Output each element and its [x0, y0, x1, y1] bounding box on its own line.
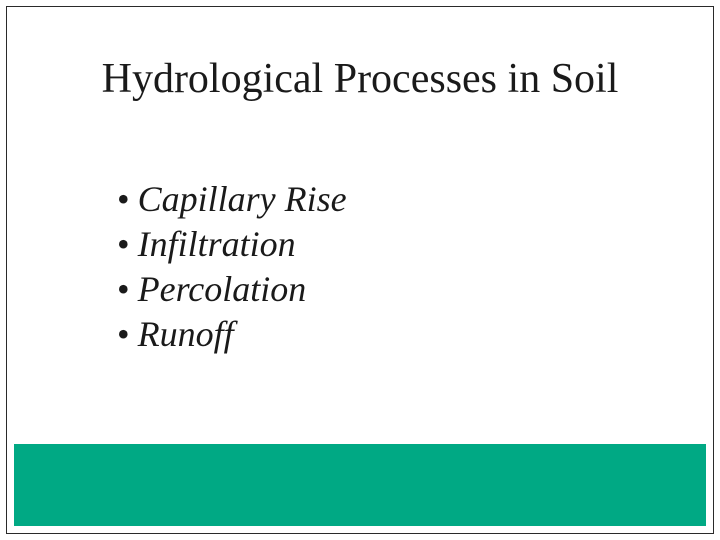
list-item: • Runoff: [117, 312, 347, 357]
bullet-icon: •: [117, 312, 130, 357]
bullet-text: Infiltration: [138, 222, 296, 267]
bullet-text: Runoff: [138, 312, 234, 357]
bullet-text: Capillary Rise: [138, 177, 347, 222]
bullet-icon: •: [117, 267, 130, 312]
slide-title: Hydrological Processes in Soil: [7, 55, 713, 103]
bullet-icon: •: [117, 177, 130, 222]
bullet-list: • Capillary Rise • Infiltration • Percol…: [117, 177, 347, 357]
list-item: • Percolation: [117, 267, 347, 312]
list-item: • Capillary Rise: [117, 177, 347, 222]
slide-frame: Hydrological Processes in Soil • Capilla…: [6, 6, 714, 534]
footer-bar: [14, 444, 706, 526]
list-item: • Infiltration: [117, 222, 347, 267]
bullet-text: Percolation: [138, 267, 307, 312]
bullet-icon: •: [117, 222, 130, 267]
